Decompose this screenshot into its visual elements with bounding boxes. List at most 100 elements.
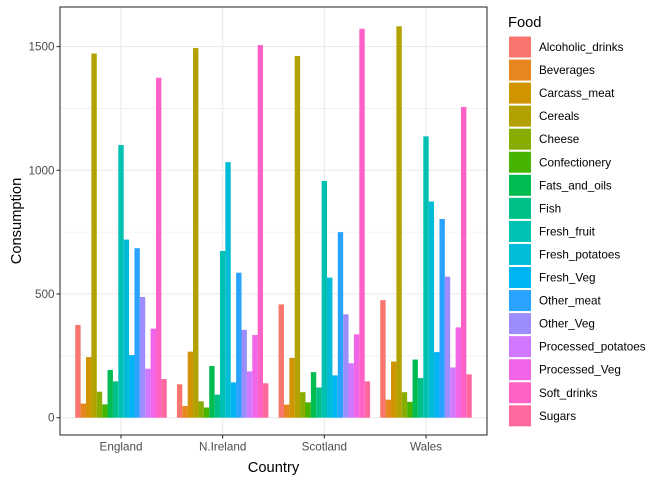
bar-scotland-other-veg (343, 314, 349, 418)
bar-n-ireland-cereals (193, 48, 199, 418)
bar-n-ireland-carcass-meat (187, 351, 194, 418)
legend-label: Alcoholic_drinks (539, 41, 624, 54)
bar-england-fresh-veg (129, 355, 135, 418)
bar-england-processed-veg (150, 328, 156, 418)
bar-wales-soft-drinks (460, 106, 467, 418)
legend-key-swatch (509, 243, 531, 265)
bar-scotland-processed-potatoes (348, 363, 354, 418)
bar-england-other-meat (134, 248, 140, 418)
legend-title: Food (508, 15, 541, 31)
legend-item: Fish (509, 197, 561, 219)
legend-item: Other_meat (509, 290, 601, 312)
legend-item: Cereals (509, 105, 579, 127)
bar-scotland-processed-veg (353, 334, 360, 418)
legend-key-swatch (509, 59, 531, 81)
bar-wales-cereals (396, 26, 402, 418)
legend-label: Fresh_Veg (539, 272, 596, 285)
plot-panel (59, 6, 488, 436)
x-axis-title: Country (248, 460, 300, 476)
y-tick-label: 1500 (28, 41, 55, 54)
legend-label: Cheese (539, 133, 579, 146)
legend-label: Carcass_meat (539, 87, 615, 100)
bar-wales-other-meat (439, 219, 445, 418)
legend-key-swatch (509, 105, 531, 127)
bar-england-fresh-potatoes (123, 239, 130, 418)
bar-n-ireland-fish (214, 394, 220, 418)
bar-england-beverages (80, 403, 87, 418)
bar-england-carcass-meat (86, 357, 92, 418)
legend-key-swatch (509, 313, 531, 335)
legend-key-swatch (509, 359, 531, 381)
legend-key-swatch (509, 197, 531, 219)
legend-key-swatch (509, 174, 531, 196)
legend-key-swatch (509, 151, 531, 173)
legend-label: Cereals (539, 110, 579, 123)
y-tick-label: 500 (35, 288, 55, 301)
bar-wales-carcass-meat (391, 361, 397, 418)
bar-wales-fats-and-oils (412, 359, 418, 418)
bar-scotland-sugars (364, 381, 371, 418)
bar-england-fresh-fruit (118, 145, 124, 418)
legend-item: Alcoholic_drinks (509, 36, 624, 58)
legend-label: Sugars (539, 410, 576, 423)
bar-n-ireland-confectionery (203, 407, 210, 418)
legend-label: Fresh_fruit (539, 225, 596, 238)
x-tick-label: Scotland (302, 441, 347, 454)
legend-label: Fish (539, 202, 561, 215)
bar-wales-alcoholic-drinks (380, 300, 386, 418)
legend-key-swatch (509, 128, 531, 150)
bar-scotland-cheese (300, 392, 306, 418)
bar-england-soft-drinks (155, 77, 162, 418)
legend-item: Processed_potatoes (509, 336, 646, 358)
bar-n-ireland-alcoholic-drinks (176, 384, 183, 418)
legend-key-swatch (509, 220, 531, 242)
bar-n-ireland-beverages (182, 406, 188, 418)
panel-border (59, 6, 488, 436)
bar-scotland-carcass-meat (289, 357, 295, 418)
bar-scotland-alcoholic-drinks (278, 304, 284, 418)
bar-wales-processed-veg (455, 327, 461, 418)
legend-key-swatch (509, 290, 531, 312)
x-tick-label: N.Ireland (199, 441, 246, 454)
bar-england-processed-potatoes (145, 368, 151, 418)
legend-item: Fats_and_oils (509, 174, 612, 196)
legend-label: Processed_Veg (539, 364, 621, 377)
legend-item: Processed_Veg (509, 359, 621, 381)
bar-scotland-confectionery (305, 402, 311, 418)
bar-england-fish (112, 381, 119, 418)
x-axis: England N.Ireland Scotland Wales (100, 435, 442, 454)
legend-label: Fresh_potatoes (539, 248, 620, 261)
legend-label: Confectionery (539, 156, 611, 169)
bar-scotland-fish (316, 387, 322, 418)
bar-n-ireland-fats-and-oils (209, 365, 215, 418)
bar-england-sugars (161, 379, 167, 418)
y-axis-title: Consumption (9, 178, 25, 265)
bar-n-ireland-cheese (198, 401, 204, 418)
x-tick-label: Wales (410, 441, 442, 454)
bar-wales-processed-potatoes (450, 367, 456, 418)
bar-england-fats-and-oils (107, 369, 113, 418)
bar-n-ireland-other-meat (236, 272, 242, 418)
bar-n-ireland-fresh-potatoes (225, 162, 231, 418)
bar-england-confectionery (102, 404, 108, 418)
legend-item: Soft_drinks (509, 382, 598, 404)
bar-england-cheese (96, 391, 103, 418)
bar-n-ireland-fresh-veg (230, 382, 237, 418)
y-tick-label: 0 (48, 412, 55, 425)
legend-key-swatch (509, 36, 531, 58)
bar-n-ireland-sugars (263, 383, 269, 418)
bar-scotland-cereals (294, 55, 301, 418)
y-axis: 0 500 1000 1500 (28, 41, 60, 425)
bar-scotland-soft-drinks (359, 28, 365, 418)
bar-england-other-veg (139, 296, 146, 418)
legend-item: Fresh_potatoes (509, 243, 620, 265)
bar-scotland-fresh-veg (332, 375, 338, 418)
bar-n-ireland-soft-drinks (257, 45, 264, 418)
bar-scotland-fresh-potatoes (327, 277, 333, 418)
bar-scotland-fresh-fruit (321, 180, 328, 418)
legend-item: Cheese (509, 128, 579, 150)
x-tick-label: England (100, 441, 143, 454)
legend-key-swatch (509, 382, 531, 404)
bar-n-ireland-processed-potatoes (246, 371, 253, 418)
